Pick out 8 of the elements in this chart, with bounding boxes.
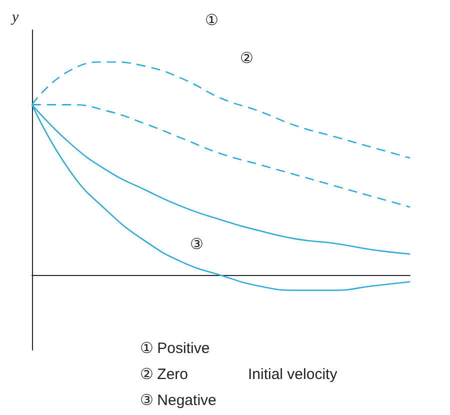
text: ③ Negative	[140, 392, 216, 409]
text: ② Zero	[140, 366, 188, 383]
annotation: ③	[190, 236, 203, 253]
annotation: ②	[240, 50, 253, 67]
y-axis-title: y	[10, 10, 19, 26]
text: Initial velocity	[248, 366, 338, 383]
text: ①	[205, 12, 218, 29]
text: ① Positive	[140, 340, 210, 357]
